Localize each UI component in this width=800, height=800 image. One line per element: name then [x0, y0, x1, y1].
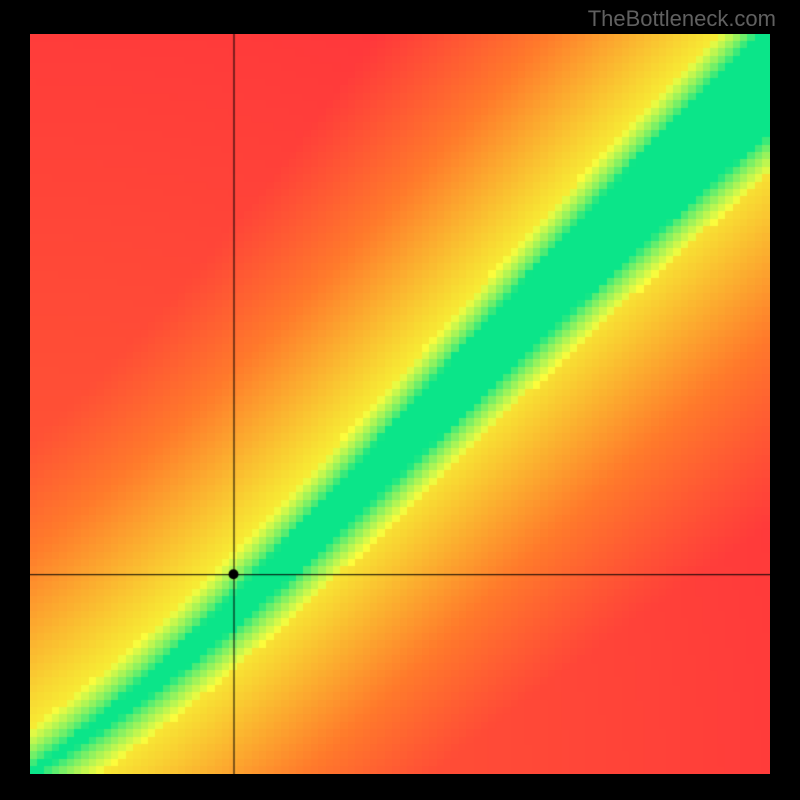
chart-container: TheBottleneck.com [0, 0, 800, 800]
watermark-text: TheBottleneck.com [588, 6, 776, 32]
bottleneck-heatmap [30, 34, 770, 774]
